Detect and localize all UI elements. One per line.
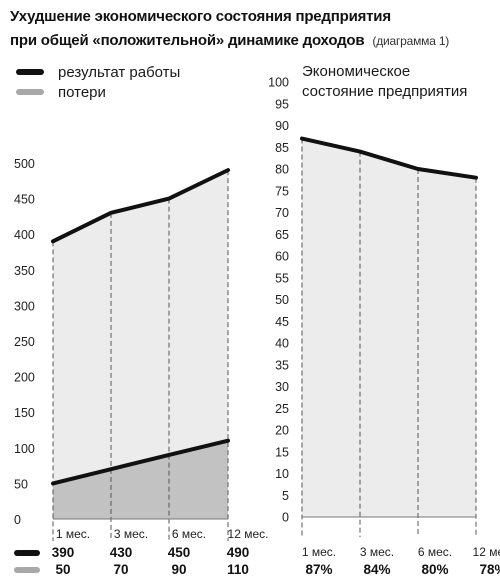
left-y-tick-label: 250: [14, 335, 35, 349]
right-y-tick-label: 95: [275, 97, 289, 111]
right-y-tick-label: 45: [275, 315, 289, 329]
diagram-note: (диаграмма 1): [372, 34, 450, 48]
title-line-1: Ухудшение экономического состояния предп…: [10, 8, 391, 25]
right-y-tick-label: 75: [275, 184, 289, 198]
left-chart-plot: 0 50 100 150 200 250 300 350 400 450 500 1 мес. 3 ме…: [14, 157, 268, 577]
right-chart-title-line-2: состояние предприятия: [302, 83, 468, 100]
right-chart-title-line-1: Экономическое: [302, 63, 411, 80]
result-area-fill: [53, 170, 228, 519]
state-area-fill: [302, 138, 476, 518]
table-value-result: 390: [52, 545, 75, 560]
left-x-tick-label: 12 мес.: [228, 527, 269, 541]
right-y-tick-label: 55: [275, 271, 289, 285]
legend-label-result: результат работы: [58, 63, 181, 81]
loss-line: [51, 438, 230, 486]
right-y-tick-label: 10: [275, 467, 289, 481]
table-swatch-result: [14, 550, 40, 556]
legend-label-loss: потери: [58, 83, 106, 101]
right-y-tick-label: 70: [275, 206, 289, 220]
legend-swatch-result: [16, 69, 44, 75]
legend-item-loss: потери: [16, 82, 106, 102]
right-x-tick-label: 6 мес.: [418, 545, 452, 559]
table-value-state: 80%: [421, 562, 448, 577]
right-y-tick-label: 0: [282, 511, 289, 525]
table-value-result: 430: [110, 545, 133, 560]
left-y-tick-label: 350: [14, 264, 35, 278]
legend-swatch-loss: [16, 89, 44, 95]
right-y-tick-label: 5: [282, 489, 289, 503]
right-x-tick-label: 1 мес.: [302, 545, 336, 559]
left-y-tick-label: 400: [14, 228, 35, 242]
right-y-tick-label: 65: [275, 228, 289, 242]
table-value-state: 87%: [305, 562, 332, 577]
loss-area-fill: [53, 440, 228, 519]
left-y-tick-label: 300: [14, 299, 35, 313]
right-y-tick-label: 20: [275, 424, 289, 438]
right-y-tick-label: 60: [275, 250, 289, 264]
title-line-2: при общей «положительной» динамике доход…: [10, 32, 449, 49]
table-value-loss: 70: [113, 562, 128, 577]
right-chart-plot: 0 5 10 15 20 25 30 35 40 45 50 55 60 65 70 75 80 85 90 95 10…: [268, 76, 500, 578]
right-y-tick-label: 40: [275, 337, 289, 351]
table-value-state: 84%: [363, 562, 390, 577]
table-value-loss: 50: [55, 562, 70, 577]
left-y-tick-label: 200: [14, 371, 35, 385]
right-y-tick-label: 90: [275, 119, 289, 133]
state-line: [300, 136, 478, 180]
right-y-tick-label: 85: [275, 141, 289, 155]
left-y-tick-label: 100: [14, 442, 35, 456]
left-y-tick-label: 500: [14, 157, 35, 171]
table-value-loss: 110: [227, 562, 249, 577]
left-y-tick-label: 150: [14, 406, 35, 420]
right-y-tick-label: 35: [275, 358, 289, 372]
result-line: [51, 168, 230, 244]
right-y-tick-label: 100: [268, 76, 289, 90]
table-value-result: 450: [168, 545, 191, 560]
table-swatch-loss: [14, 567, 40, 573]
left-x-tick-label: 1 мес.: [56, 527, 90, 541]
right-y-tick-label: 50: [275, 293, 289, 307]
legend-item-result: результат работы: [16, 62, 180, 82]
left-x-tick-label: 3 мес.: [114, 527, 148, 541]
table-value-loss: 90: [171, 562, 186, 577]
table-value-state: 78%: [479, 562, 500, 577]
left-y-tick-label: 0: [14, 513, 21, 527]
right-x-tick-label: 12 мес.: [473, 545, 500, 559]
left-y-tick-label: 50: [14, 477, 28, 491]
right-y-tick-label: 80: [275, 163, 289, 177]
left-x-tick-label: 6 мес.: [172, 527, 206, 541]
right-y-tick-label: 15: [275, 445, 289, 459]
table-value-result: 490: [227, 545, 250, 560]
title-line-2-text: при общей «положительной» динамике доход…: [10, 32, 365, 49]
right-y-tick-label: 25: [275, 402, 289, 416]
right-x-tick-label: 3 мес.: [360, 545, 394, 559]
left-y-tick-label: 450: [14, 193, 35, 207]
right-y-tick-label: 30: [275, 380, 289, 394]
